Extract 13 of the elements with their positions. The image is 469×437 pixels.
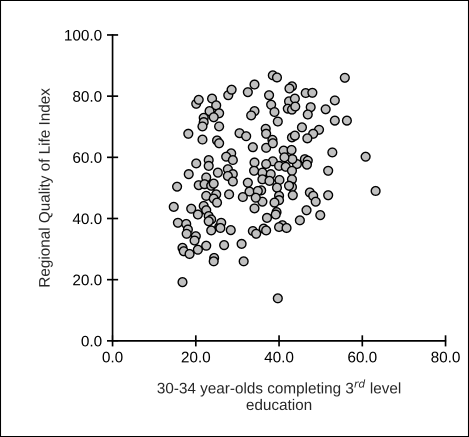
x-tick-label: 40.0 [264,352,294,362]
y-tick-label: 80.0 [73,91,102,102]
text: 30-34 year-olds completing 3$^{rd}$ level education [157,379,400,410]
y-tick-label: 60.0 [73,152,102,164]
x-tick-label: 60.0 [348,352,377,362]
y-tick-label: 100.0 [65,30,102,41]
y-tick-label: 0.0 [82,336,102,347]
x-tick-label: 0.0 [102,352,123,362]
x-tick-label: 80.0 [431,352,460,362]
y-tick-label: 20.0 [73,274,102,286]
y-axis-title: Regional Quality of Life Index [38,88,53,286]
y-tick-label: 40.0 [72,213,102,224]
x-tick-label: 20.0 [182,352,210,362]
